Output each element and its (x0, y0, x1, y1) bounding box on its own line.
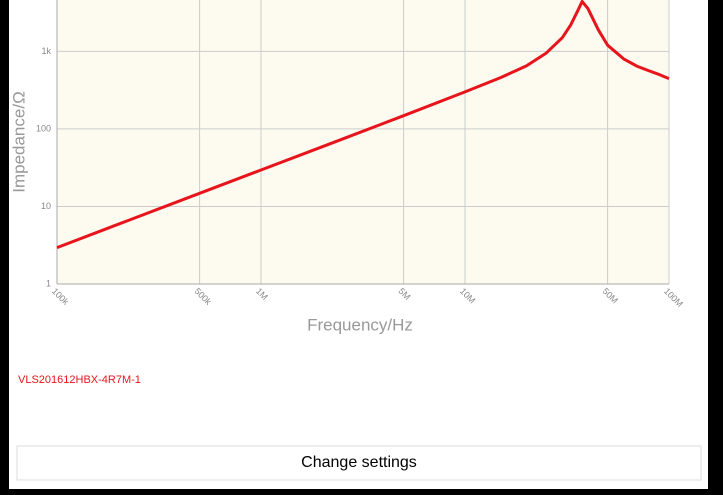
y-tick-label: 1 (46, 278, 51, 288)
legend-label: VLS201612HBX-4R7M-1 (18, 374, 141, 386)
impedance-curve (56, 0, 670, 250)
y-tick-label: 100 (36, 123, 51, 133)
plot-area (57, 0, 669, 284)
x-axis-label: Frequency/Hz (307, 315, 413, 334)
y-tick-label: 10 (41, 201, 51, 211)
y-axis-label: Impedance/Ω (9, 91, 28, 193)
button-label[interactable]: Change settings (301, 454, 417, 471)
y-tick-label: 1k (41, 46, 51, 56)
change-settings-button[interactable] (16, 445, 702, 481)
